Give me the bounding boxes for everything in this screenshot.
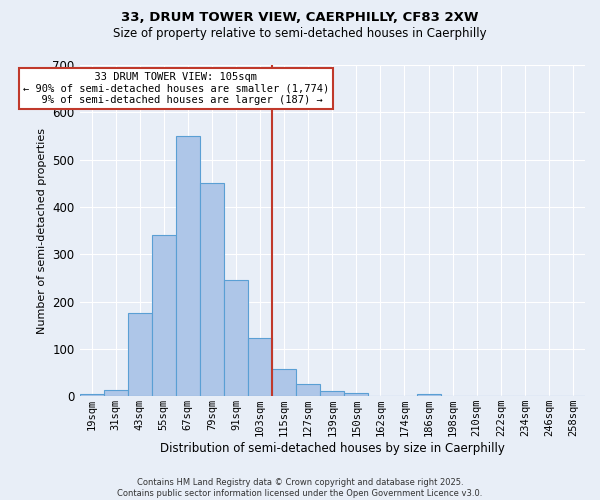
Bar	[344, 393, 368, 396]
Text: Size of property relative to semi-detached houses in Caerphilly: Size of property relative to semi-detach…	[113, 27, 487, 40]
Bar	[224, 280, 248, 396]
Text: 33, DRUM TOWER VIEW, CAERPHILLY, CF83 2XW: 33, DRUM TOWER VIEW, CAERPHILLY, CF83 2X…	[121, 11, 479, 24]
Bar	[200, 184, 224, 396]
Bar	[104, 390, 128, 396]
X-axis label: Distribution of semi-detached houses by size in Caerphilly: Distribution of semi-detached houses by …	[160, 442, 505, 455]
Bar	[248, 338, 272, 396]
Bar	[176, 136, 200, 396]
Bar	[272, 369, 296, 396]
Text: Contains HM Land Registry data © Crown copyright and database right 2025.
Contai: Contains HM Land Registry data © Crown c…	[118, 478, 482, 498]
Bar	[152, 236, 176, 396]
Bar	[296, 384, 320, 396]
Bar	[128, 314, 152, 396]
Bar	[80, 394, 104, 396]
Text: 33 DRUM TOWER VIEW: 105sqm  
← 90% of semi-detached houses are smaller (1,774)
 : 33 DRUM TOWER VIEW: 105sqm ← 90% of semi…	[23, 72, 329, 106]
Bar	[416, 394, 440, 396]
Bar	[320, 392, 344, 396]
Y-axis label: Number of semi-detached properties: Number of semi-detached properties	[37, 128, 47, 334]
